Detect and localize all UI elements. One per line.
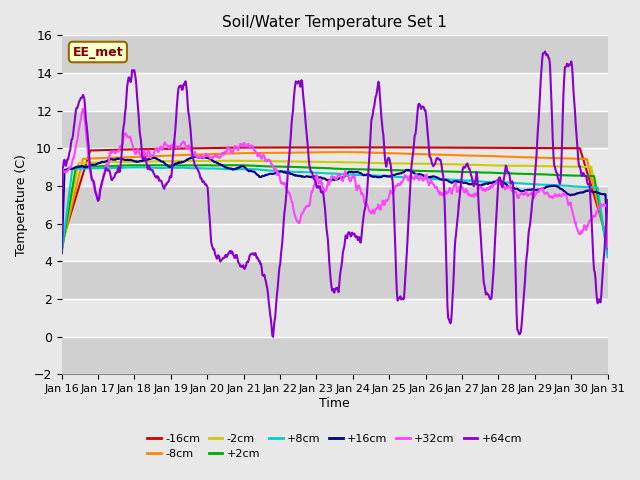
+2cm — [604, 250, 611, 255]
Line: +8cm: +8cm — [61, 167, 607, 257]
+8cm — [223, 166, 230, 172]
+64cm — [58, 249, 65, 255]
+16cm — [122, 157, 129, 163]
+16cm — [223, 165, 230, 170]
+32cm — [604, 245, 611, 251]
Bar — [61, 36, 607, 73]
+64cm — [271, 318, 278, 324]
+16cm — [193, 154, 200, 159]
Line: -16cm: -16cm — [61, 147, 607, 244]
Line: +16cm: +16cm — [61, 156, 607, 253]
Y-axis label: Temperature (C): Temperature (C) — [15, 154, 28, 256]
+16cm — [271, 171, 278, 177]
+32cm — [392, 183, 399, 189]
-8cm — [58, 245, 65, 251]
+32cm — [79, 106, 87, 112]
Line: -8cm: -8cm — [61, 152, 607, 248]
+2cm — [271, 164, 278, 169]
-16cm — [270, 144, 278, 150]
+32cm — [223, 148, 230, 154]
-2cm — [392, 161, 399, 167]
+64cm — [422, 113, 430, 119]
+8cm — [134, 164, 141, 170]
+64cm — [222, 252, 230, 258]
Line: +64cm: +64cm — [61, 51, 607, 337]
Bar — [61, 186, 607, 224]
-16cm — [58, 241, 65, 247]
-2cm — [232, 158, 240, 164]
-16cm — [604, 237, 611, 243]
-2cm — [422, 161, 430, 167]
-2cm — [604, 245, 611, 251]
-16cm — [222, 145, 230, 151]
Line: +32cm: +32cm — [61, 109, 607, 248]
Legend: -16cm, -8cm, -2cm, +2cm, +8cm, +16cm, +32cm, +64cm: -16cm, -8cm, -2cm, +2cm, +8cm, +16cm, +3… — [143, 429, 526, 464]
+2cm — [227, 162, 234, 168]
+8cm — [122, 165, 129, 170]
+2cm — [250, 163, 258, 168]
Line: -2cm: -2cm — [61, 161, 607, 250]
+2cm — [58, 249, 65, 255]
+64cm — [269, 334, 277, 340]
+32cm — [271, 168, 278, 173]
-16cm — [250, 144, 257, 150]
-8cm — [222, 151, 230, 156]
+64cm — [541, 48, 549, 54]
-8cm — [422, 152, 430, 157]
Text: EE_met: EE_met — [72, 46, 123, 59]
+8cm — [58, 250, 65, 256]
+2cm — [422, 168, 430, 174]
+8cm — [392, 174, 399, 180]
Bar — [61, 337, 607, 374]
+16cm — [392, 172, 399, 178]
+16cm — [58, 251, 65, 256]
+8cm — [604, 254, 611, 260]
+16cm — [422, 174, 430, 180]
-8cm — [341, 149, 349, 155]
+8cm — [250, 166, 258, 172]
-2cm — [58, 247, 65, 253]
Line: +2cm: +2cm — [61, 165, 607, 252]
+64cm — [604, 197, 611, 203]
+8cm — [422, 176, 430, 181]
+64cm — [392, 251, 399, 256]
-16cm — [392, 144, 399, 150]
+2cm — [392, 167, 399, 173]
-16cm — [422, 144, 430, 150]
-2cm — [122, 159, 129, 165]
-2cm — [222, 158, 230, 164]
+32cm — [250, 146, 258, 152]
-16cm — [122, 146, 129, 152]
-8cm — [604, 242, 611, 248]
-2cm — [250, 158, 258, 164]
+2cm — [222, 162, 230, 168]
+16cm — [604, 245, 611, 251]
+2cm — [122, 163, 129, 168]
-8cm — [392, 150, 399, 156]
Bar — [61, 111, 607, 148]
+32cm — [123, 132, 131, 138]
+64cm — [122, 105, 129, 110]
+8cm — [271, 168, 278, 174]
-16cm — [381, 144, 389, 150]
-8cm — [250, 150, 257, 156]
+32cm — [58, 225, 65, 230]
X-axis label: Time: Time — [319, 397, 350, 410]
+32cm — [422, 172, 430, 178]
Bar — [61, 262, 607, 299]
+64cm — [250, 251, 257, 256]
-8cm — [270, 150, 278, 156]
Title: Soil/Water Temperature Set 1: Soil/Water Temperature Set 1 — [222, 15, 447, 30]
-2cm — [271, 158, 278, 164]
+16cm — [250, 168, 258, 174]
-8cm — [122, 155, 129, 160]
